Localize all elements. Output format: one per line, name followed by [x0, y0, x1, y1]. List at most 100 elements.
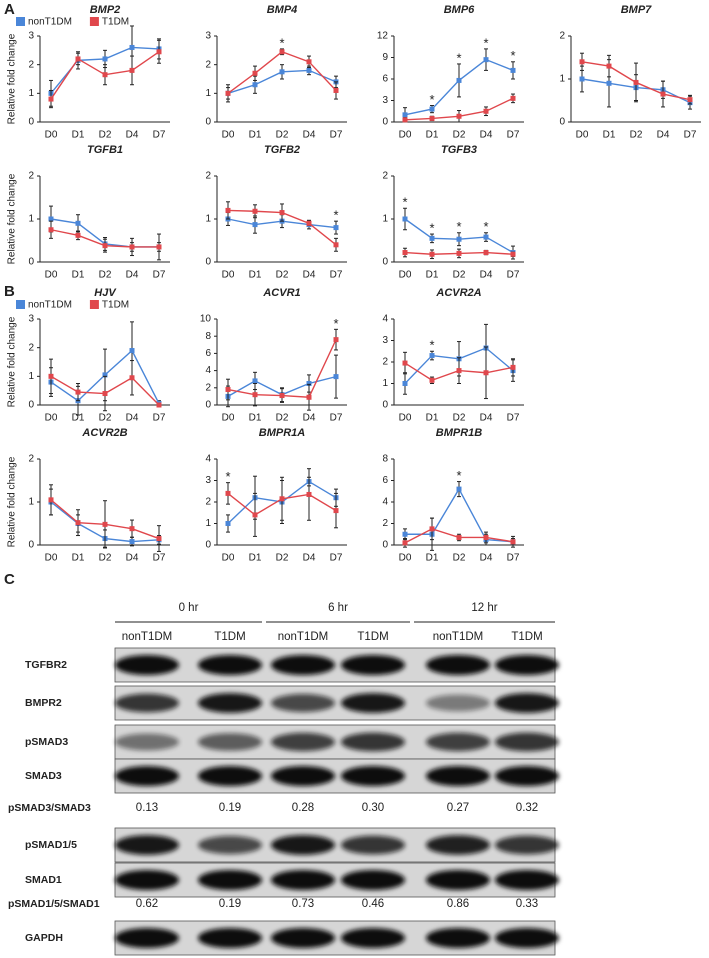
- marker: [333, 242, 339, 248]
- y-tick-label: 0: [559, 117, 565, 128]
- x-tick-label: D7: [330, 130, 343, 141]
- y-tick-label: 2: [28, 59, 34, 70]
- legend-swatch: [89, 300, 99, 309]
- x-tick-label: D0: [222, 413, 235, 424]
- group-label: 6 hr: [328, 602, 348, 614]
- y-tick-label: 2: [205, 171, 211, 182]
- ratio-value: 0.30: [362, 802, 384, 814]
- marker: [456, 534, 462, 540]
- y-tick-label: 3: [382, 335, 388, 346]
- legend-label: nonT1DM: [28, 300, 72, 311]
- lane-label: nonT1DM: [122, 631, 173, 643]
- y-tick-label: 3: [205, 31, 211, 42]
- ratio-value: 0.19: [219, 802, 241, 814]
- x-tick-label: D1: [249, 270, 262, 281]
- chart-title: BMP7: [621, 4, 652, 16]
- y-tick-label: 0: [382, 117, 388, 128]
- significance-marker: *: [279, 35, 284, 50]
- marker: [279, 393, 285, 399]
- blot-band: [495, 928, 559, 948]
- legend-swatch: [16, 17, 25, 26]
- marker: [48, 497, 54, 503]
- x-tick-label: D0: [45, 130, 58, 141]
- x-tick-label: D1: [72, 130, 85, 141]
- blot-band: [495, 655, 559, 675]
- marker: [579, 59, 585, 65]
- marker: [687, 97, 693, 103]
- blot-band: [115, 928, 179, 948]
- marker: [456, 250, 462, 256]
- x-tick-label: D2: [99, 270, 112, 281]
- legend-label: T1DM: [102, 17, 129, 28]
- marker: [252, 222, 258, 228]
- marker: [225, 387, 231, 393]
- y-tick-label: 0: [28, 540, 34, 551]
- marker: [333, 374, 339, 380]
- x-tick-label: D4: [126, 413, 139, 424]
- legend-label: T1DM: [102, 300, 129, 311]
- marker: [483, 534, 489, 540]
- significance-marker: *: [456, 50, 461, 65]
- significance-marker: *: [429, 338, 434, 353]
- lane-label: T1DM: [214, 631, 245, 643]
- marker: [252, 82, 258, 88]
- marker: [225, 207, 231, 213]
- row-label: GAPDH: [25, 932, 63, 944]
- chart-title: ACVR2A: [435, 287, 481, 299]
- y-tick-label: 6: [382, 74, 388, 85]
- x-tick-label: D0: [576, 130, 589, 141]
- significance-marker: *: [429, 220, 434, 235]
- marker: [333, 225, 339, 231]
- marker: [252, 378, 258, 384]
- marker: [306, 59, 312, 65]
- marker: [102, 391, 108, 397]
- x-tick-label: D7: [507, 130, 520, 141]
- y-tick-label: 3: [382, 95, 388, 106]
- marker: [483, 108, 489, 114]
- blot-band: [271, 655, 335, 675]
- x-tick-label: D4: [303, 413, 316, 424]
- marker: [75, 389, 81, 395]
- marker: [129, 244, 135, 250]
- x-tick-label: D7: [153, 553, 166, 564]
- x-tick-label: D2: [276, 130, 289, 141]
- y-tick-label: 2: [559, 31, 565, 42]
- chart-title: BMPR1B: [436, 427, 483, 439]
- row-label: pSMAD3: [25, 736, 68, 748]
- marker: [225, 521, 231, 526]
- blot-band: [341, 732, 405, 752]
- chart-title: BMP4: [267, 4, 298, 16]
- row-label: TGFBR2: [25, 659, 67, 671]
- x-tick-label: D2: [99, 553, 112, 564]
- blot-band: [495, 870, 559, 890]
- marker: [333, 337, 339, 343]
- x-tick-label: D7: [153, 413, 166, 424]
- y-tick-label: 3: [205, 475, 211, 486]
- marker: [156, 244, 162, 250]
- x-tick-label: D0: [45, 270, 58, 281]
- y-tick-label: 1: [28, 497, 34, 508]
- marker: [510, 67, 516, 73]
- x-tick-label: D4: [126, 553, 139, 564]
- x-tick-label: D4: [126, 130, 139, 141]
- significance-marker: *: [510, 48, 515, 63]
- x-tick-label: D1: [603, 130, 616, 141]
- legend-swatch: [89, 17, 99, 26]
- y-tick-label: 0: [205, 117, 211, 128]
- x-tick-label: D4: [126, 270, 139, 281]
- marker: [225, 90, 231, 96]
- blot-band: [115, 870, 179, 890]
- x-tick-label: D1: [72, 553, 85, 564]
- blot-band: [115, 766, 179, 786]
- chart-title: ACVR2B: [81, 427, 127, 439]
- ratio-value: 0.13: [136, 802, 158, 814]
- x-tick-label: D4: [480, 413, 493, 424]
- y-tick-label: 1: [205, 88, 211, 99]
- marker: [279, 496, 285, 502]
- y-tick-label: 1: [28, 371, 34, 382]
- x-tick-label: D2: [276, 270, 289, 281]
- marker: [456, 486, 462, 492]
- row-label: pSMAD1/5: [25, 839, 77, 851]
- y-tick-label: 10: [200, 314, 212, 325]
- marker: [579, 76, 585, 82]
